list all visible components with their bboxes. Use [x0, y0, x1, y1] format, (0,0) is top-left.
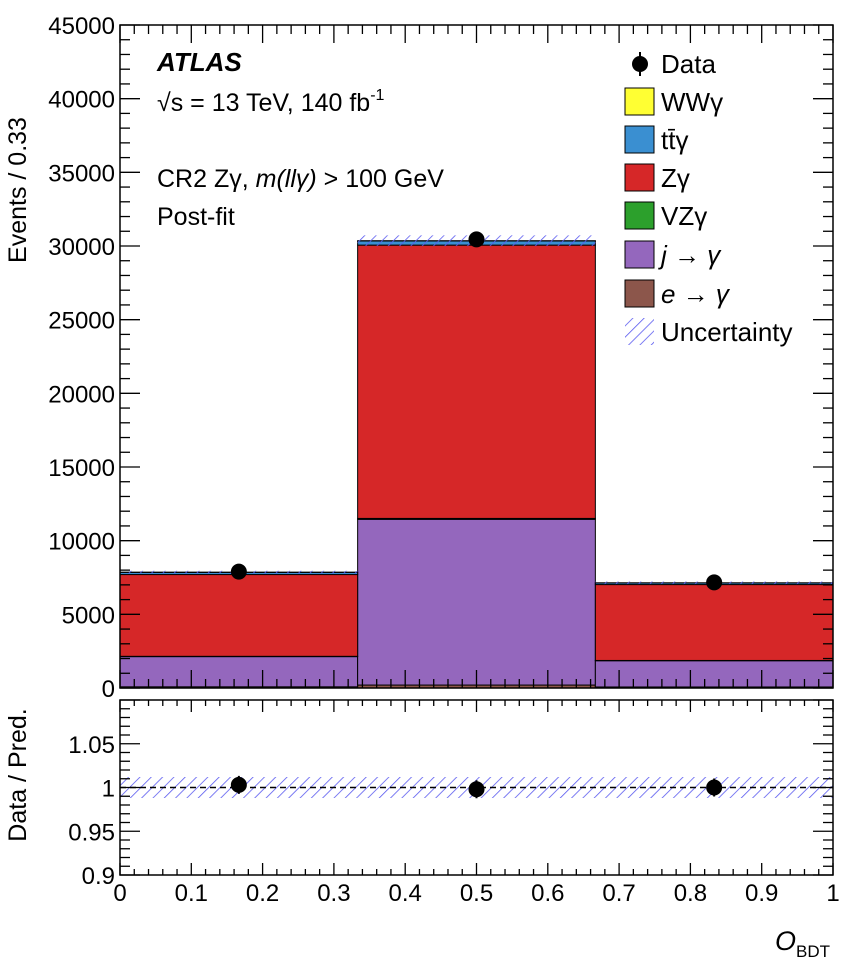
bar-z-bin-1: [119, 574, 359, 657]
x-tick-label: 0.7: [602, 880, 635, 907]
bar-j-bin-3: [594, 660, 834, 688]
legend-label-jg: j → γ: [658, 240, 722, 270]
data-point-bin-2: [468, 231, 485, 248]
legend-swatch-vzg: [624, 201, 655, 230]
x-tick-label: 0.3: [317, 880, 350, 907]
legend-swatch-zg: [624, 163, 655, 192]
ratio-point-bin-1: [230, 776, 247, 793]
bar-z-bin-2: [357, 244, 596, 519]
x-tick-label: 0.2: [246, 880, 279, 907]
y-tick-label-ratio: 0.9: [82, 863, 115, 890]
y-tick-label-main: 25000: [48, 308, 115, 335]
y-tick-label-main: 40000: [48, 87, 115, 114]
legend-swatch-jg: [624, 240, 655, 269]
bar-j-bin-2: [357, 518, 596, 686]
data-point-bin-3: [706, 574, 723, 591]
legend-label-data: Data: [661, 49, 716, 79]
y-tick-label-ratio: 1.05: [68, 732, 115, 759]
legend-data-marker: [632, 56, 648, 72]
y-tick-label-main: 45000: [48, 13, 115, 40]
x-tick-label: 0: [113, 880, 126, 907]
legend-label-uncertainty: Uncertainty: [661, 317, 793, 347]
legend-item-vzg: VZγ: [624, 201, 707, 231]
y-tick-label-ratio: 0.95: [68, 819, 115, 846]
y-tick-label-main: 5000: [62, 602, 115, 629]
y-tick-label-main: 35000: [48, 160, 115, 187]
x-tick-label: 0.9: [745, 880, 778, 907]
legend-swatch-wwg: [624, 87, 655, 116]
main-data-points: [230, 231, 723, 591]
legend-item-uncertainty: Uncertainty: [625, 317, 793, 347]
legend-item-wwg: WWγ: [624, 87, 723, 117]
legend-item-eg: e → γ: [624, 279, 731, 309]
legend-item-data: Data: [632, 49, 716, 79]
x-tick-label: 1: [826, 880, 839, 907]
x-tick-labels: 0 0.1 0.2 0.3 0.4 0.5 0.6 0.7 0.8 0.9 1: [113, 880, 839, 907]
ratio-panel-frame: [119, 699, 834, 876]
ratio-point-bin-3: [706, 779, 723, 796]
legend-swatch-eg: [624, 279, 655, 308]
legend-label-vzg: VZγ: [661, 201, 707, 231]
energy-lumi-label: √s = 13 TeV, 140 fb-1: [157, 87, 385, 117]
ratio-y-tick-labels: 0.9 0.95 1 1.05: [68, 732, 115, 890]
y-axis-title-main: Events / 0.33: [4, 117, 32, 263]
legend-label-ttg: tt̄γ: [661, 125, 688, 155]
legend-swatch-ttg: [624, 125, 655, 154]
legend-swatch-uncertainty: [625, 318, 654, 345]
x-tick-label: 0.8: [674, 880, 707, 907]
ratio-point-bin-2: [468, 781, 485, 798]
x-tick-label: 0.1: [175, 880, 208, 907]
data-point-bin-1: [230, 563, 247, 580]
main-y-tick-labels: 0 5000 10000 15000 20000 25000 30000 35000 40000…: [48, 13, 115, 703]
x-tick-label: 0.4: [389, 880, 422, 907]
legend-label-eg: e → γ: [661, 279, 731, 309]
y-tick-label-ratio: 1: [102, 776, 115, 803]
y-axis-title-ratio: Data / Pred.: [4, 708, 32, 841]
x-tick-label: 0.5: [460, 880, 493, 907]
ratio-data-points: [230, 775, 723, 799]
main-panel-frame: [119, 24, 834, 689]
y-tick-label-main: 0: [102, 676, 115, 703]
bar-z-bin-3: [594, 584, 834, 661]
x-axis-title: OBDT: [775, 926, 830, 961]
experiment-label: ATLAS: [156, 47, 242, 77]
legend-label-zg: Zγ: [661, 163, 690, 193]
y-tick-label-main: 10000: [48, 529, 115, 556]
legend: Data WWγ tt̄γ Zγ VZγ j → γ e → γ Uncert: [624, 49, 793, 347]
y-tick-label-main: 20000: [48, 381, 115, 408]
region-label: CR2 Zγ, m(llγ) > 100 GeV: [157, 165, 444, 193]
y-tick-label-main: 30000: [48, 234, 115, 261]
legend-item-jg: j → γ: [624, 240, 722, 270]
fit-label: Post-fit: [157, 203, 235, 231]
legend-item-ttg: tt̄γ: [624, 125, 688, 155]
x-tick-label: 0.6: [531, 880, 564, 907]
legend-label-wwg: WWγ: [661, 87, 723, 117]
bar-j-bin-1: [119, 656, 359, 688]
legend-item-zg: Zγ: [624, 163, 690, 193]
y-tick-label-main: 15000: [48, 455, 115, 482]
